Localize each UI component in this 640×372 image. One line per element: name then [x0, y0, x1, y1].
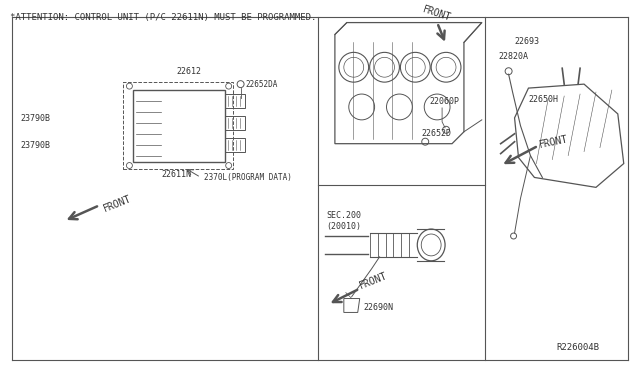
Text: SEC.200
(20010): SEC.200 (20010) [326, 211, 361, 231]
Text: FRONT: FRONT [421, 4, 452, 23]
Text: 23790B: 23790B [20, 114, 50, 124]
Text: 22652DA: 22652DA [246, 80, 278, 89]
Text: R226004B: R226004B [556, 343, 599, 352]
Text: 2370L(PROGRAM DATA): 2370L(PROGRAM DATA) [204, 173, 292, 182]
Text: 22060P: 22060P [429, 97, 459, 106]
Text: *ATTENTION: CONTROL UNIT (P/C 22611N) MUST BE PROGRAMMED.: *ATTENTION: CONTROL UNIT (P/C 22611N) MU… [10, 13, 317, 22]
Text: 22652D: 22652D [421, 129, 451, 138]
Text: 22693: 22693 [515, 38, 540, 46]
Text: FRONT: FRONT [538, 134, 569, 150]
Text: 22690N: 22690N [364, 304, 394, 312]
Text: 22612: 22612 [177, 67, 202, 76]
Text: 22820A: 22820A [499, 52, 529, 61]
Text: FRONT: FRONT [102, 193, 132, 214]
Text: FRONT: FRONT [358, 270, 388, 291]
Text: 23790B: 23790B [20, 141, 50, 150]
Text: 22611N: 22611N [161, 170, 191, 179]
Text: 22650H: 22650H [529, 95, 559, 104]
